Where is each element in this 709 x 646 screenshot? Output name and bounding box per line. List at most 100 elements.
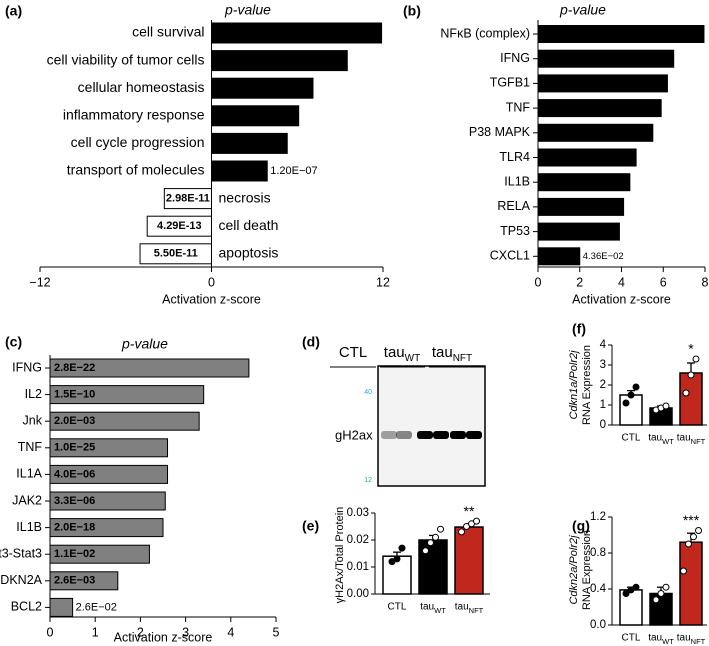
x-tick-label: tauNFT	[677, 633, 706, 646]
data-point	[662, 402, 670, 410]
blot-band	[466, 431, 482, 439]
data-point	[680, 567, 687, 575]
bar	[537, 247, 581, 266]
marker-label: 40	[364, 389, 372, 396]
p-value-label: 5.34E−03	[542, 226, 583, 237]
x-tick-subscript: NFT	[691, 437, 706, 446]
p-value-label: 2.0E−03	[54, 415, 95, 427]
p-value-label: 1.82E−06	[216, 55, 263, 67]
category-label: IFNG	[500, 51, 530, 65]
panel-label: (b)	[403, 3, 421, 19]
blot-band	[396, 431, 412, 439]
bar	[454, 526, 484, 595]
category-label: IL1A	[16, 467, 42, 481]
p-value-label: 5.55E−09	[542, 78, 583, 89]
bar	[211, 160, 268, 182]
x-tick-label: tauWT	[648, 633, 674, 646]
category-label: cell death	[219, 217, 279, 233]
data-point	[682, 389, 690, 397]
category-label: IL1B	[504, 174, 530, 188]
y-axis-title: RNA Expression	[581, 345, 593, 425]
p-value-label: 2.09E−09	[216, 137, 263, 149]
p-value-label: 2.46E−05	[542, 29, 584, 40]
blot-frame	[377, 365, 486, 487]
data-point	[685, 540, 692, 548]
x-tick-label: CTL	[622, 633, 641, 644]
category-label: IL2	[25, 387, 42, 401]
data-point	[393, 555, 401, 563]
y-tick-label: 0.4	[590, 583, 607, 595]
p-value-label: 2.98E-11	[166, 193, 210, 205]
p-value-label: 4.29E-13	[157, 220, 202, 232]
category-label: apoptosis	[219, 245, 279, 261]
data-point	[458, 528, 465, 536]
panel-label: (d)	[302, 334, 320, 350]
x-tick-label: 1	[92, 625, 99, 639]
category-label: RELA	[497, 199, 530, 213]
y-axis-title: Cdkn1a/Polr2j	[568, 350, 580, 420]
lane-subscript: NFT	[453, 353, 472, 364]
x-tick-label: 6	[660, 275, 667, 289]
data-point	[652, 596, 660, 604]
y-tick-label: 1.2	[590, 511, 606, 523]
p-value-label: 1.1E−02	[54, 548, 95, 560]
x-tick-label: 2	[137, 625, 144, 639]
lane-label: CTL	[339, 344, 367, 361]
p-value-label: 2.67E−11	[216, 110, 263, 122]
category-label: JAK2	[12, 493, 42, 507]
data-point	[398, 544, 406, 552]
category-label: Stat3-Stat3	[0, 546, 42, 560]
category-label: inflammatory response	[63, 107, 205, 123]
data-point	[632, 583, 640, 591]
x-tick-subscript: NFT	[691, 637, 706, 646]
data-point	[422, 547, 429, 555]
category-label: TGFB1	[490, 76, 530, 90]
p-value-label: 3.96E−04	[542, 53, 584, 64]
blot-band	[381, 431, 397, 439]
data-point	[657, 590, 665, 597]
x-tick-subscript: WT	[434, 606, 446, 615]
data-point	[662, 583, 670, 591]
data-point	[690, 533, 697, 541]
y-tick-label: 0.00	[347, 588, 369, 600]
y-tick-label: 0.8	[590, 547, 606, 559]
x-tick-label: CTL	[388, 602, 407, 613]
bar	[211, 77, 314, 99]
data-point	[437, 525, 444, 533]
y-tick-label: 0.02	[347, 534, 369, 546]
category-label: cell viability of tumor cells	[47, 51, 205, 67]
data-point	[632, 383, 640, 391]
lane-label: tauWT	[384, 344, 420, 364]
x-tick-label: tauWT	[648, 433, 674, 447]
bar	[679, 372, 703, 426]
bar	[418, 539, 448, 595]
x-tick-subscript: WT	[662, 637, 674, 646]
significance: ***	[683, 512, 700, 528]
category-label: transport of molecules	[67, 162, 205, 178]
marker-label: 12	[364, 477, 372, 484]
bar	[163, 188, 212, 210]
data-point	[687, 371, 695, 379]
blot-band	[450, 431, 466, 439]
y-tick-label: 3	[600, 359, 606, 371]
y-tick-label: 0.01	[347, 561, 369, 573]
bar	[211, 50, 348, 72]
panel-label: (f)	[572, 321, 586, 337]
y-axis-title: Cdkn2a/Polr2j	[568, 535, 580, 605]
data-point	[622, 590, 630, 597]
p-value-label: 2.13E−07	[542, 103, 583, 114]
y-tick-label: 4	[600, 339, 607, 351]
category-label: CDKN2A	[0, 573, 43, 587]
p-value-label: 2.8E−22	[54, 362, 95, 374]
p-value-label: 8.66E−07	[216, 82, 263, 94]
x-axis-title: Activation z-score	[572, 292, 671, 306]
data-point	[473, 517, 480, 525]
x-tick-label: tauNFT	[455, 602, 484, 616]
x-tick-label: −12	[29, 275, 50, 289]
p-value-label: 4.0E−06	[54, 468, 95, 480]
x-tick-label: 2	[576, 275, 583, 289]
x-tick-label: 12	[376, 275, 390, 289]
panel-label: (a)	[5, 3, 22, 19]
category-label: BCL2	[11, 600, 42, 614]
bar	[211, 22, 383, 44]
